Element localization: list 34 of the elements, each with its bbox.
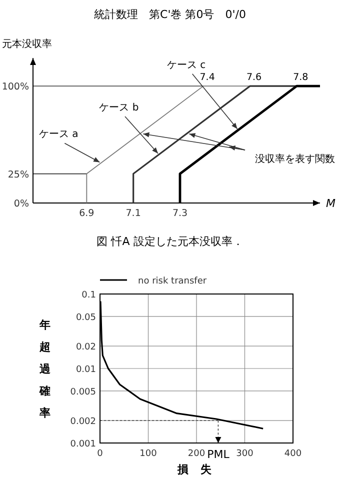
x-tick-label: 7.3 xyxy=(172,208,188,219)
text: ケース b xyxy=(99,102,139,114)
text: ケース c xyxy=(166,60,206,71)
x-tick-label: 400 xyxy=(284,449,302,459)
x-tick-label: 100 xyxy=(140,449,158,459)
y-tick-label: 25% xyxy=(8,169,29,180)
y-tick-label: 0.01 xyxy=(76,365,96,375)
y-tick-label: 0.001 xyxy=(70,440,96,450)
text: ケース a xyxy=(39,129,78,140)
x-axis-title: 損 失 xyxy=(176,463,216,476)
x-tick-label: 300 xyxy=(236,449,254,459)
x-tick-label: 200 xyxy=(188,449,206,459)
legend: no risk transfer xyxy=(100,276,207,286)
y-axis-title: 元本没収率 xyxy=(2,38,52,50)
x-tick-label: 7.1 xyxy=(126,208,141,219)
ylabel: 年超過確率 xyxy=(40,318,50,420)
annotation: 7.4 xyxy=(200,72,215,84)
y-tick-label: 0% xyxy=(14,198,29,210)
ref-line-label: PML xyxy=(207,448,230,461)
legend-label: no risk transfer xyxy=(138,276,207,286)
x-tick-label: 0 xyxy=(97,449,104,459)
y-tick-label: 0.02 xyxy=(76,342,96,353)
text: 図 忏A 設定した元本没収率． xyxy=(96,235,244,248)
y-tick-label: 0.05 xyxy=(76,312,96,323)
x-tick-label: 6.9 xyxy=(79,208,94,219)
annotation: 没収率を表す関数 xyxy=(255,153,335,165)
text: 統計数理 第C'巻 第0号 0'/0 xyxy=(94,8,246,21)
y-tick-label: 0.005 xyxy=(70,387,96,398)
annotation: 7.8 xyxy=(293,72,308,84)
y-tick-label: 0.1 xyxy=(82,290,96,300)
x-axis-title: M xyxy=(326,197,336,210)
annotation: 7.6 xyxy=(246,72,262,84)
y-tick-label: 0.002 xyxy=(70,417,96,428)
y-tick-label: 100% xyxy=(2,82,29,93)
